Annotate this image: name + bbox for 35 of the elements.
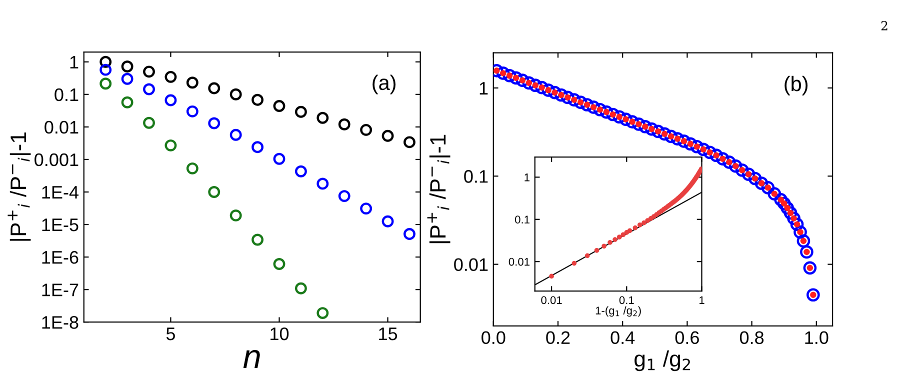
x-tick-label: 0.01 — [541, 296, 562, 304]
x-axis-title: n — [243, 350, 260, 368]
annotation: (a) — [372, 74, 396, 94]
y-tick-label: 0.01 — [508, 258, 530, 266]
x-tick-label: 0.1 — [619, 296, 634, 304]
y-tick-label: 0.1 — [515, 216, 530, 224]
x-tick-label: 1.0 — [805, 331, 828, 344]
annotation: 2 — [633, 310, 637, 316]
y-tick-label: 1 — [480, 82, 488, 94]
x-tick-label: 0.4 — [610, 331, 635, 344]
x-tick-label: 0.8 — [740, 331, 764, 344]
y-tick-label: 0.1 — [54, 88, 78, 102]
y-tick-label: 1 — [70, 56, 78, 68]
y-tick-label: 1E-6 — [42, 250, 78, 264]
annotation: (b) — [784, 76, 808, 96]
y-tick-label: 1E-8 — [42, 316, 78, 329]
y-tick-label: 0.1 — [464, 170, 488, 183]
y-axis-title: |P$^{+}$$_{i}$ /P$^{−}$$_{i}$|-1 — [427, 134, 450, 244]
y-tick-label: 0.01 — [454, 258, 488, 272]
text: 2 — [881, 20, 888, 30]
x-tick-label: 5 — [166, 328, 175, 340]
y-axis-title: |P$^{+}$$_{i}$ /P$^{−}$$_{i}$|-1 — [8, 132, 31, 241]
y-tick-label: 0.001 — [34, 153, 78, 166]
y-tick-label: 1E-4 — [42, 186, 78, 199]
x-tick-label: 10 — [270, 327, 289, 340]
x-tick-label: 0.6 — [675, 331, 699, 344]
x-tick-label: 1 — [700, 296, 704, 304]
x-axis-title: g$_{1}$ /g$_{2}$ — [634, 350, 690, 372]
y-tick-label: 1 — [524, 174, 530, 182]
y-tick-label: 0.01 — [44, 120, 78, 134]
x-tick-label: 15 — [379, 328, 398, 340]
x-tick-label: 0.2 — [546, 331, 570, 344]
x-tick-label: 0.0 — [482, 331, 506, 344]
y-tick-label: 1E-5 — [42, 218, 78, 232]
y-tick-label: 1E-7 — [42, 284, 78, 296]
